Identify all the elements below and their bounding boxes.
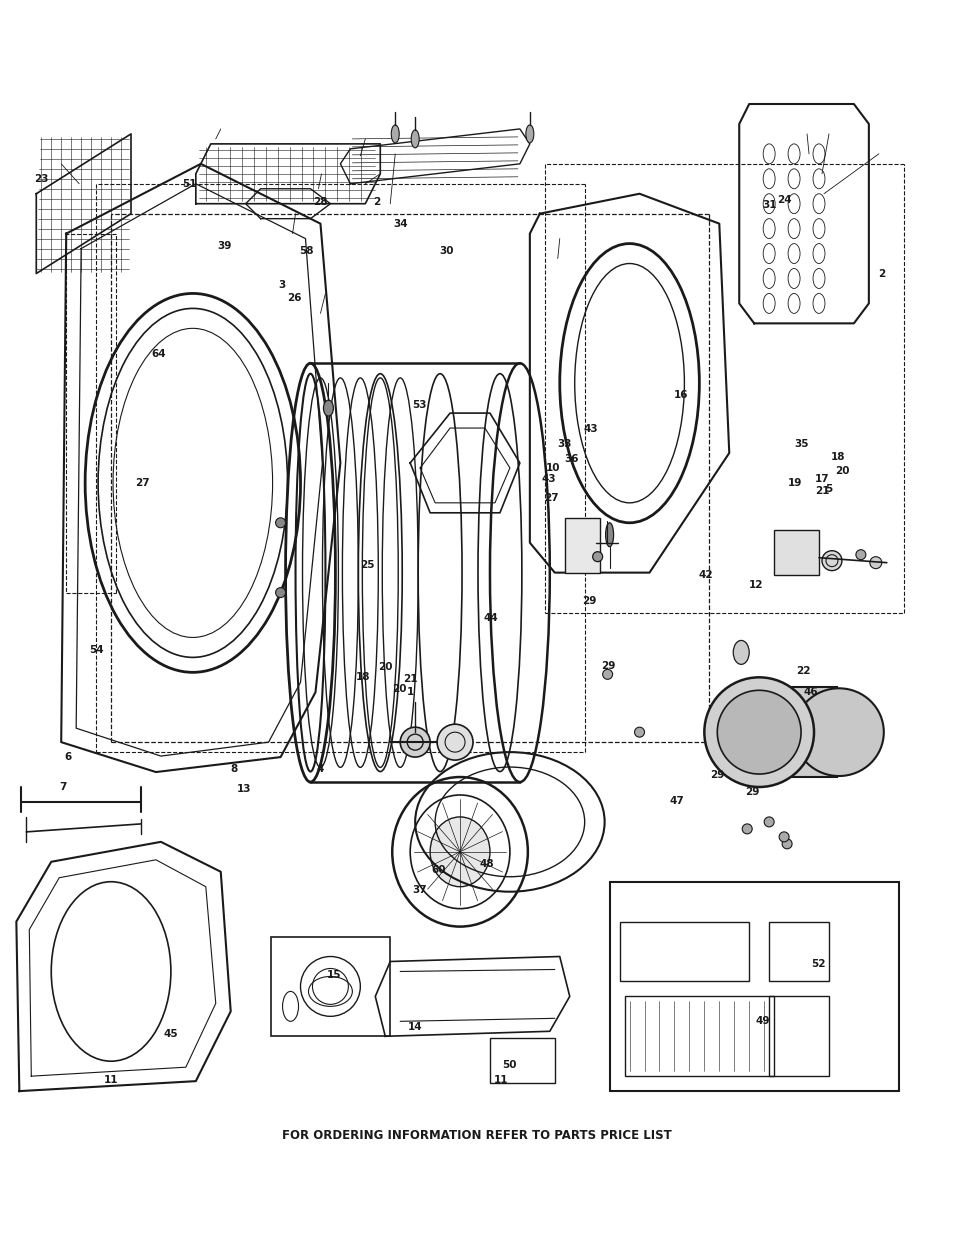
Ellipse shape (793, 688, 882, 776)
Text: 48: 48 (478, 860, 494, 869)
Ellipse shape (763, 816, 773, 827)
Text: 50: 50 (501, 1060, 517, 1070)
Text: 20: 20 (392, 684, 406, 694)
Text: 15: 15 (327, 971, 341, 981)
Text: 23: 23 (34, 174, 49, 184)
Text: 29: 29 (710, 769, 724, 779)
Text: 37: 37 (413, 885, 427, 895)
Text: 47: 47 (669, 797, 683, 806)
Text: 29: 29 (744, 787, 759, 797)
Text: 64: 64 (151, 348, 166, 359)
Text: 4: 4 (316, 764, 323, 774)
Text: 49: 49 (755, 1016, 769, 1026)
Text: 24: 24 (776, 195, 791, 205)
Ellipse shape (430, 816, 490, 887)
Bar (271, 936, 390, 1036)
Text: 34: 34 (394, 219, 408, 230)
Text: 21: 21 (403, 674, 417, 684)
Ellipse shape (781, 839, 791, 848)
Text: 27: 27 (134, 478, 150, 488)
Text: 28: 28 (313, 198, 327, 207)
Text: 18: 18 (830, 452, 844, 462)
Text: 6: 6 (64, 752, 71, 762)
Ellipse shape (634, 727, 644, 737)
Text: 27: 27 (543, 493, 558, 503)
Bar (768, 997, 828, 1076)
Text: 54: 54 (89, 645, 104, 655)
Ellipse shape (733, 641, 748, 664)
Text: 52: 52 (810, 958, 825, 968)
Text: 30: 30 (438, 246, 454, 256)
Bar (757, 688, 836, 777)
Text: 46: 46 (802, 687, 818, 697)
Text: 16: 16 (674, 390, 688, 400)
Text: 5: 5 (824, 484, 832, 494)
Text: 2: 2 (877, 268, 884, 279)
Ellipse shape (323, 400, 333, 416)
Text: 42: 42 (699, 571, 713, 580)
Text: 43: 43 (583, 425, 598, 435)
Text: 53: 53 (413, 400, 427, 410)
Bar (609, 882, 898, 1091)
Text: 8: 8 (231, 764, 238, 774)
Text: 29: 29 (581, 597, 596, 606)
Ellipse shape (411, 130, 418, 148)
Ellipse shape (602, 669, 612, 679)
Ellipse shape (703, 677, 813, 787)
Bar (618, 921, 748, 982)
Ellipse shape (741, 824, 751, 834)
Ellipse shape (275, 517, 285, 527)
Bar (624, 997, 773, 1076)
Ellipse shape (779, 832, 788, 842)
Text: 33: 33 (557, 440, 571, 450)
Text: 11: 11 (493, 1074, 508, 1084)
Ellipse shape (436, 724, 473, 760)
Text: 29: 29 (600, 661, 615, 671)
Ellipse shape (717, 690, 801, 774)
Text: 39: 39 (217, 241, 232, 251)
Text: 17: 17 (814, 474, 829, 484)
Text: 19: 19 (786, 478, 801, 488)
Text: 14: 14 (408, 1021, 422, 1032)
Ellipse shape (821, 551, 841, 571)
Ellipse shape (869, 557, 881, 568)
Text: 3: 3 (278, 280, 285, 290)
Text: 7: 7 (59, 782, 67, 792)
Text: 20: 20 (834, 466, 848, 475)
Text: 10: 10 (545, 463, 559, 473)
Text: 1: 1 (406, 687, 414, 697)
Text: 45: 45 (163, 1029, 178, 1039)
Bar (773, 530, 818, 574)
Text: 58: 58 (299, 246, 314, 256)
Text: 25: 25 (360, 559, 375, 569)
Text: FOR ORDERING INFORMATION REFER TO PARTS PRICE LIST: FOR ORDERING INFORMATION REFER TO PARTS … (282, 1130, 671, 1142)
Ellipse shape (605, 522, 613, 547)
Text: 60: 60 (432, 864, 446, 874)
Ellipse shape (275, 588, 285, 598)
Text: 12: 12 (748, 580, 762, 590)
Text: 20: 20 (378, 662, 393, 672)
Text: 22: 22 (795, 667, 810, 677)
Text: 36: 36 (563, 454, 578, 464)
Text: 31: 31 (762, 200, 777, 210)
Bar (768, 921, 828, 982)
Ellipse shape (592, 552, 602, 562)
Text: 51: 51 (182, 179, 196, 189)
Text: 21: 21 (814, 487, 829, 496)
Text: 2: 2 (374, 198, 380, 207)
Text: 44: 44 (483, 613, 498, 622)
Ellipse shape (400, 727, 430, 757)
Ellipse shape (855, 550, 865, 559)
Text: 18: 18 (355, 672, 370, 682)
Bar (490, 1039, 555, 1083)
Ellipse shape (525, 125, 534, 143)
Text: 35: 35 (793, 440, 808, 450)
Text: 13: 13 (236, 784, 251, 794)
Text: 26: 26 (287, 293, 301, 303)
Bar (564, 517, 599, 573)
Ellipse shape (391, 125, 398, 143)
Text: 43: 43 (541, 474, 556, 484)
Text: 11: 11 (104, 1074, 118, 1084)
